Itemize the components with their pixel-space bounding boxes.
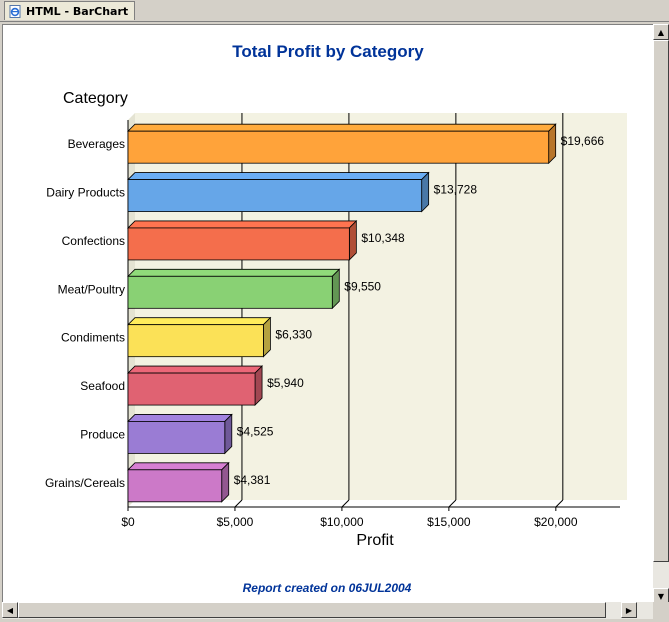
scrollbar-corner <box>653 602 669 619</box>
category-label: Beverages <box>68 137 125 151</box>
bar-value-label: $9,550 <box>344 279 381 293</box>
bar-top <box>127 317 272 326</box>
bar <box>127 275 333 309</box>
tick-label: $10,000 <box>320 515 364 529</box>
bar-group <box>127 219 358 261</box>
bar-group <box>127 413 233 455</box>
category-label: Dairy Products <box>46 186 125 200</box>
tick-label: $20,000 <box>534 515 578 529</box>
category-label: Condiments <box>61 331 125 345</box>
tick-label: $0 <box>121 515 135 529</box>
bar <box>127 421 226 454</box>
ie-page-icon <box>9 4 21 18</box>
bar-side <box>331 268 340 310</box>
bar-group <box>127 123 557 165</box>
bar-group <box>127 461 230 503</box>
bar-side <box>263 316 271 358</box>
bar-group <box>127 171 430 213</box>
bar-value-label: $19,666 <box>561 134 605 148</box>
floor-gridline <box>448 499 457 508</box>
bar-group <box>127 316 272 358</box>
bar-top <box>127 268 341 277</box>
scroll-left-button[interactable]: ◀ <box>2 602 18 618</box>
report-footer: Report created on 06JUL2004 <box>243 581 412 595</box>
bar-value-label: $13,728 <box>434 183 478 197</box>
bar-group <box>127 365 264 407</box>
tab-label: HTML - BarChart <box>26 4 129 18</box>
bar-chart: Total Profit by Category Category $0 $5,0… <box>45 42 627 595</box>
bar-side <box>421 171 430 213</box>
bar-side <box>254 365 263 407</box>
bar-top <box>127 414 233 422</box>
bar <box>127 324 264 358</box>
bar <box>127 372 256 406</box>
vertical-scrollbar[interactable]: ▲ ▼ <box>653 24 669 604</box>
category-label: Grains/Cereals <box>45 476 125 490</box>
floor-gridline <box>555 499 564 508</box>
tab-html-barchart[interactable]: HTML - BarChart <box>4 1 136 20</box>
chart-title: Total Profit by Category <box>232 42 424 61</box>
bar-value-label: $4,381 <box>234 473 271 487</box>
bar <box>127 227 350 261</box>
bar <box>127 179 423 212</box>
bar-group <box>127 268 341 310</box>
bar-top <box>127 172 430 180</box>
category-label: Produce <box>80 427 125 441</box>
category-label: Meat/Poultry <box>58 282 125 296</box>
horizontal-scroll-thumb[interactable] <box>18 602 606 618</box>
floor-gridline <box>234 499 243 508</box>
category-label: Confections <box>62 234 125 248</box>
category-axis-label: Category <box>63 90 128 107</box>
bar-value-label: $6,330 <box>275 328 312 342</box>
bar-top <box>127 220 358 229</box>
bar-top <box>127 365 264 374</box>
bar-side <box>224 413 233 455</box>
bar <box>127 130 550 164</box>
value-axis-label: Profit <box>356 532 394 549</box>
report-viewport: Total Profit by Category Category $0 $5,0… <box>2 24 654 603</box>
vertical-scroll-thumb[interactable] <box>653 40 669 562</box>
scroll-up-button[interactable]: ▲ <box>653 24 669 40</box>
scroll-right-button[interactable]: ▶ <box>621 602 637 618</box>
bar-value-label: $4,525 <box>237 424 274 438</box>
bar-top <box>127 462 230 471</box>
bar-value-label: $5,940 <box>267 376 304 390</box>
bar <box>127 469 223 503</box>
plot-area: $0 $5,000 $10,000 $15,000 $20,000 $19,666 Beve… <box>45 113 627 529</box>
category-label: Seafood <box>80 379 125 393</box>
tick-label: $5,000 <box>217 515 254 529</box>
bar-side <box>348 219 357 261</box>
tick-label: $15,000 <box>427 515 471 529</box>
bar-side <box>221 461 230 503</box>
bar-top <box>127 123 557 132</box>
horizontal-scrollbar[interactable]: ◀ ▶ <box>2 602 653 619</box>
bar-value-label: $10,348 <box>361 231 405 245</box>
tab-bar: HTML - BarChart <box>0 0 669 22</box>
floor-gridline <box>341 499 350 508</box>
bar-side <box>548 123 557 165</box>
